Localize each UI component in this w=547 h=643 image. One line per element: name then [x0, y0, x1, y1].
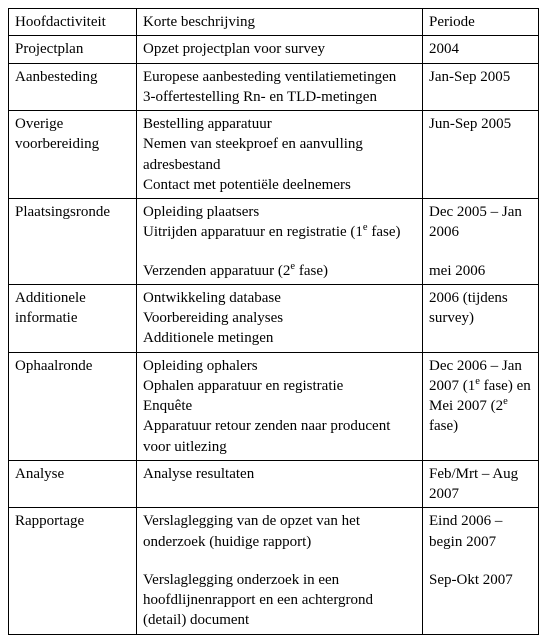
cell-activity: Plaatsingsronde: [9, 199, 137, 285]
cell-description: Verslaglegging van de opzet van het onde…: [137, 508, 423, 634]
table-row: AanbestedingEuropese aanbesteding ventil…: [9, 63, 539, 111]
cell-period: Jun-Sep 2005: [423, 111, 539, 199]
cell-period: Eind 2006 – begin 2007Sep-Okt 2007: [423, 508, 539, 634]
cell-description: Opzet projectplan voor survey: [137, 36, 423, 63]
cell-activity: Aanbesteding: [9, 63, 137, 111]
cell-period: 2006 (tijdens survey): [423, 284, 539, 352]
cell-period: Jan-Sep 2005: [423, 63, 539, 111]
table-header-row: Hoofdactiviteit Korte beschrijving Perio…: [9, 9, 539, 36]
table-body: ProjectplanOpzet projectplan voor survey…: [9, 36, 539, 634]
cell-description: Ontwikkeling databaseVoorbereiding analy…: [137, 284, 423, 352]
cell-activity: Rapportage: [9, 508, 137, 634]
table-row: RapportageVerslaglegging van de opzet va…: [9, 508, 539, 634]
col-header-activity: Hoofdactiviteit: [9, 9, 137, 36]
activity-table: Hoofdactiviteit Korte beschrijving Perio…: [8, 8, 539, 635]
col-header-period: Periode: [423, 9, 539, 36]
col-header-description: Korte beschrijving: [137, 9, 423, 36]
cell-activity: Projectplan: [9, 36, 137, 63]
cell-description: Analyse resultaten: [137, 460, 423, 508]
cell-description: Opleiding ophalersOphalen apparatuur en …: [137, 352, 423, 460]
cell-description: Bestelling apparatuurNemen van steekproe…: [137, 111, 423, 199]
cell-activity: Overige voorbereiding: [9, 111, 137, 199]
cell-period: Dec 2006 – Jan 2007 (1e fase) en Mei 200…: [423, 352, 539, 460]
table-row: AnalyseAnalyse resultatenFeb/Mrt – Aug 2…: [9, 460, 539, 508]
table-row: ProjectplanOpzet projectplan voor survey…: [9, 36, 539, 63]
cell-activity: Analyse: [9, 460, 137, 508]
cell-activity: Additionele informatie: [9, 284, 137, 352]
cell-period: Feb/Mrt – Aug 2007: [423, 460, 539, 508]
table-row: Overige voorbereidingBestelling apparatu…: [9, 111, 539, 199]
cell-activity: Ophaalronde: [9, 352, 137, 460]
table-row: PlaatsingsrondeOpleiding plaatsersUitrij…: [9, 199, 539, 285]
cell-description: Opleiding plaatsersUitrijden apparatuur …: [137, 199, 423, 285]
cell-period: Dec 2005 – Jan 2006mei 2006: [423, 199, 539, 285]
table-row: Additionele informatieOntwikkeling datab…: [9, 284, 539, 352]
cell-period: 2004: [423, 36, 539, 63]
table-row: OphaalrondeOpleiding ophalersOphalen app…: [9, 352, 539, 460]
cell-description: Europese aanbesteding ventilatiemetingen…: [137, 63, 423, 111]
